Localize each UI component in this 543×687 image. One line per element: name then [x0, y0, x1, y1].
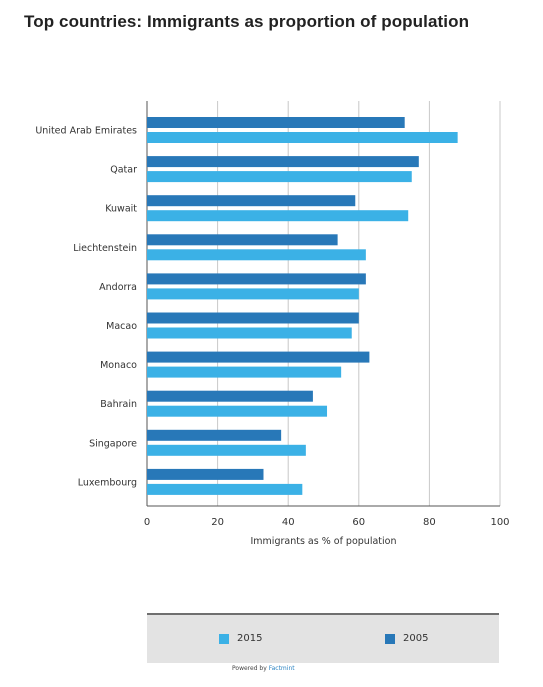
bar-2015[interactable] [147, 210, 409, 222]
bars [147, 117, 458, 495]
powered-by: Powered by Factmint [232, 665, 295, 672]
x-axis-label: Immigrants as % of population [251, 536, 397, 547]
bar-2015[interactable] [147, 444, 306, 456]
bar-2005[interactable] [147, 156, 419, 168]
bar-2015[interactable] [147, 483, 303, 495]
x-tick-labels: 0 20 40 60 80 100 [144, 517, 510, 528]
x-tick-label: 100 [490, 517, 509, 528]
category-labels: United Arab Emirates Qatar Kuwait Liechtens… [35, 126, 137, 489]
legend-swatch-2005 [385, 633, 395, 644]
legend-item-2015[interactable]: 2015 [219, 633, 262, 644]
category-label: Qatar [110, 165, 137, 176]
legend: 2015 2005 [147, 613, 499, 663]
bar-2005[interactable] [147, 429, 282, 441]
bar-2015[interactable] [147, 327, 352, 339]
x-tick-label: 40 [282, 517, 295, 528]
powered-by-prefix: Powered by [232, 665, 267, 672]
legend-label-2015: 2015 [237, 633, 263, 644]
bar-2005[interactable] [147, 312, 359, 324]
bar-2015[interactable] [147, 132, 458, 143]
legend-item-2005[interactable]: 2005 [385, 633, 428, 644]
bar-2005[interactable] [147, 468, 264, 480]
legend-label-2005: 2005 [403, 633, 429, 644]
category-label: Macao [106, 321, 137, 332]
bar-2015[interactable] [147, 171, 412, 183]
category-label: Luxembourg [78, 477, 137, 488]
category-label: Bahrain [100, 399, 137, 410]
bar-chart: United Arab Emirates Qatar Kuwait Liechtens… [35, 101, 510, 547]
bar-2015[interactable] [147, 405, 328, 417]
category-label: Kuwait [105, 204, 137, 215]
powered-by-brand[interactable]: Factmint [268, 665, 295, 672]
bar-2015[interactable] [147, 249, 366, 261]
category-label: Liechtenstein [73, 243, 137, 254]
bar-2005[interactable] [147, 195, 356, 207]
bar-2005[interactable] [147, 234, 338, 246]
bar-2005[interactable] [147, 351, 370, 363]
legend-swatch-2015 [219, 633, 229, 644]
bar-2005[interactable] [147, 117, 405, 128]
bar-2005[interactable] [147, 390, 313, 402]
x-tick-label: 0 [144, 517, 150, 528]
x-tick-label: 80 [423, 517, 436, 528]
bar-2015[interactable] [147, 366, 342, 378]
category-label: Singapore [89, 438, 137, 449]
x-tick-label: 60 [352, 517, 365, 528]
category-label: United Arab Emirates [35, 126, 137, 137]
bar-2015[interactable] [147, 288, 359, 300]
bar-2005[interactable] [147, 273, 366, 285]
x-tick-label: 20 [211, 517, 224, 528]
category-label: Monaco [100, 360, 137, 371]
page-title: Top countries: Immigrants as proportion … [24, 12, 470, 31]
category-label: Andorra [99, 282, 137, 293]
